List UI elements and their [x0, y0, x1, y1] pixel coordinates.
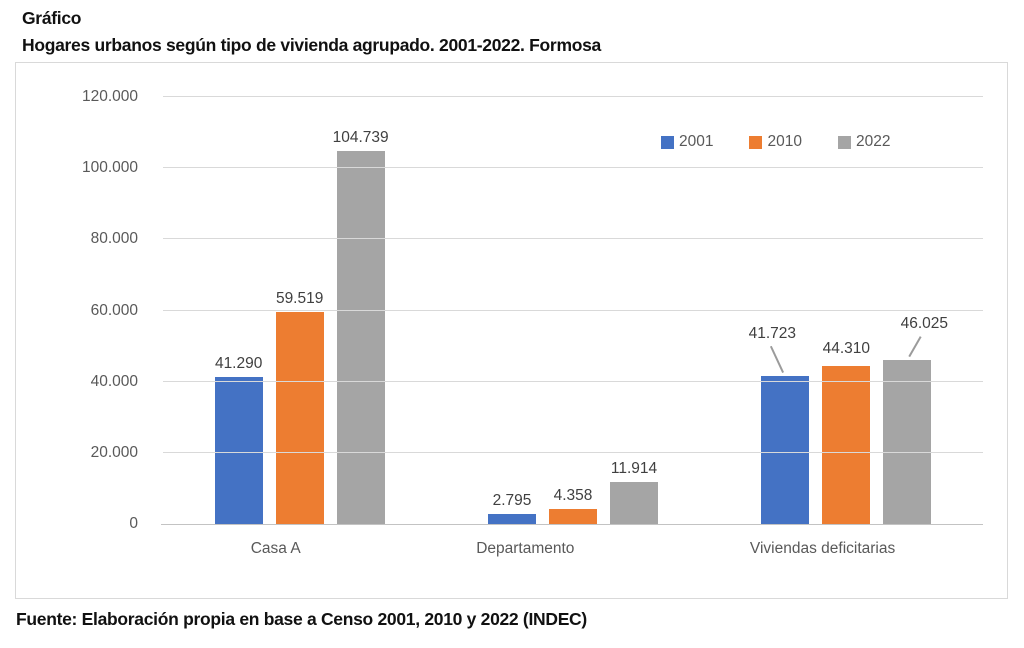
y-axis-tick-label: 0 — [129, 515, 138, 532]
bar-2010-departamento: 4.358 — [548, 487, 597, 524]
chart-title: Hogares urbanos según tipo de vivienda a… — [22, 35, 601, 55]
bar-2022-departamento: 11.914 — [609, 460, 658, 524]
bar-2001-viviendas-deficitarias: 41.723 — [749, 325, 810, 524]
bar-group-viviendas-deficitarias: 41.723 44.310 46.025 — [749, 97, 948, 524]
data-label: 41.290 — [214, 355, 263, 373]
data-label: 104.739 — [332, 129, 389, 147]
category-axis-labels: Casa A Departamento Viviendas deficitarias — [163, 540, 983, 558]
label-leader-line — [770, 345, 784, 373]
category-label: Viviendas deficitarias — [749, 540, 896, 557]
legend-label: 2022 — [855, 133, 891, 150]
gridline — [163, 238, 983, 240]
data-label: 59.519 — [275, 290, 324, 308]
bar-2001-casa-a: 41.290 — [214, 355, 263, 524]
legend-swatch-icon — [661, 135, 674, 149]
gridline — [163, 451, 983, 453]
gridline — [163, 167, 983, 169]
y-axis-tick-label: 100.000 — [81, 159, 138, 177]
data-label: 4.358 — [553, 486, 593, 504]
category-label: Casa A — [250, 540, 301, 557]
legend-swatch-icon — [749, 135, 763, 149]
bar-group-casa-a: 41.290 59.519 104.739 — [214, 97, 389, 524]
data-label: 2.795 — [492, 492, 532, 510]
legend-item-2010: 2010 — [749, 133, 802, 151]
y-axis-tick-label: 120.000 — [81, 88, 138, 105]
bar-2001-departamento: 2.795 — [487, 492, 536, 524]
y-axis-tick-label: 40.000 — [90, 372, 138, 390]
category-label: Departamento — [476, 540, 575, 557]
bar-2022-casa-a: 104.739 — [333, 129, 389, 524]
data-label: 11.914 — [610, 459, 658, 477]
gridline — [163, 96, 983, 97]
bar-2010-casa-a: 59.519 — [275, 290, 324, 524]
data-label: 41.723 — [748, 324, 797, 342]
y-axis-tick-label: 60.000 — [90, 301, 138, 319]
data-label: 46.025 — [900, 315, 949, 333]
y-axis-tick-label: 80.000 — [90, 230, 138, 248]
source-note: Fuente: Elaboración propia en base a Cen… — [16, 609, 587, 629]
legend-item-2001: 2001 — [661, 133, 713, 151]
data-label: 44.310 — [822, 340, 871, 358]
legend-swatch-icon — [837, 135, 851, 149]
bar-group-departamento: 2.795 4.358 11.914 — [487, 97, 658, 524]
gridline — [163, 309, 983, 311]
chart-kicker: Gráfico — [22, 8, 82, 28]
legend-label: 2010 — [767, 133, 802, 150]
bar-2022-viviendas-deficitarias: 46.025 — [883, 315, 948, 524]
bar-2010-viviendas-deficitarias: 44.310 — [822, 340, 871, 524]
chart-frame: 2001 2010 2022 41.290 59.519 104.739 2.795 4.3… — [15, 62, 1008, 599]
legend: 2001 2010 2022 — [661, 133, 890, 151]
legend-label: 2001 — [679, 133, 714, 150]
legend-item-2022: 2022 — [837, 133, 891, 151]
title-block: Gráfico Hogares urbanos según tipo de vi… — [22, 5, 1024, 59]
plot-area: 41.290 59.519 104.739 2.795 4.358 11.914 41.72… — [82, 88, 983, 532]
gridline — [163, 380, 983, 382]
bar-groups: 41.290 59.519 104.739 2.795 4.358 11.914 41.72… — [163, 97, 983, 524]
label-leader-line — [908, 336, 922, 358]
y-axis-tick-label: 20.000 — [90, 443, 138, 461]
x-axis-line — [161, 524, 983, 525]
